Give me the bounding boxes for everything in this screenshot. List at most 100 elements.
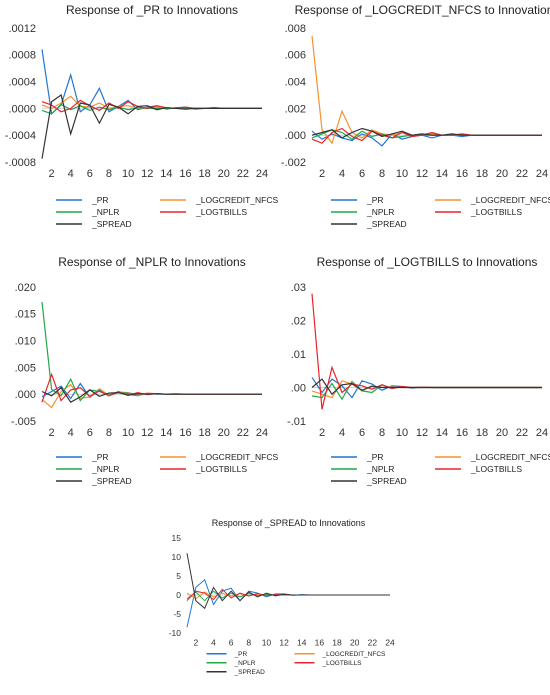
x-tick-label: 24 xyxy=(536,168,548,180)
legend-label-spread: _SPREAD xyxy=(366,219,407,229)
x-tick-label: 14 xyxy=(436,168,448,180)
y-tick-label: .000 xyxy=(285,130,306,142)
x-tick-label: 14 xyxy=(436,427,448,439)
legend-label-nplr: _NPLR xyxy=(366,207,394,217)
y-tick-label: .02 xyxy=(291,315,306,327)
legend-label-nplr: _NPLR xyxy=(91,207,119,217)
x-tick-label: 10 xyxy=(262,638,272,648)
legend-label-pr: _PR xyxy=(91,195,109,205)
legend-label-logcredit-nfcs: _LOGCREDIT_NFCS xyxy=(195,452,279,462)
x-tick-label: 10 xyxy=(122,427,134,439)
series-line-pr xyxy=(186,578,390,628)
x-tick-label: 20 xyxy=(218,168,230,180)
x-tick-label: 8 xyxy=(379,427,385,439)
legend-label-logtbills: _LOGTBILLS xyxy=(322,660,363,667)
y-tick-label: .005 xyxy=(15,362,36,374)
legend-label-nplr: _NPLR xyxy=(366,464,394,474)
x-tick-label: 20 xyxy=(350,638,360,648)
x-tick-label: 18 xyxy=(198,168,210,180)
x-tick-label: 14 xyxy=(160,168,172,180)
x-tick-label: 16 xyxy=(456,168,468,180)
x-tick-label: 8 xyxy=(106,168,112,180)
x-tick-label: 8 xyxy=(106,427,112,439)
x-tick-label: 18 xyxy=(198,427,210,439)
legend-label-nplr: _NPLR xyxy=(234,660,256,667)
chart-title: Response of _NPLR to Innovations xyxy=(58,255,245,269)
x-tick-label: 8 xyxy=(246,638,251,648)
x-tick-label: 12 xyxy=(141,427,153,439)
x-tick-label: 24 xyxy=(385,638,395,648)
chart-title: Response of _PR to Innovations xyxy=(66,3,238,17)
legend-label-pr: _PR xyxy=(366,195,384,205)
x-tick-label: 6 xyxy=(87,427,93,439)
y-tick-label: .01 xyxy=(291,349,306,361)
y-tick-label: 15 xyxy=(172,533,182,543)
chart-panel-2: Response of _LOGCREDIT_NFCS to Innovatio… xyxy=(281,3,550,229)
chart-panel-5: Response of _SPREAD to Innovations 15 10 5 0… xyxy=(169,518,395,676)
y-tick-label: .015 xyxy=(15,309,36,321)
y-tick-label: .0008 xyxy=(8,50,36,62)
chart-title: Response of _LOGCREDIT_NFCS to Innovatio… xyxy=(295,3,550,17)
x-tick-label: 4 xyxy=(68,427,74,439)
legend-label-logcredit-nfcs: _LOGCREDIT_NFCS xyxy=(470,452,550,462)
legend-label-logtbills: _LOGTBILLS xyxy=(470,464,522,474)
y-tick-label: .008 xyxy=(285,23,306,35)
chart-panel-3: Response of _NPLR to Innovations .020 .015… xyxy=(11,255,279,486)
y-tick-label: -.005 xyxy=(11,416,36,428)
y-tick-label: -.0008 xyxy=(5,157,36,169)
legend-label-nplr: _NPLR xyxy=(91,464,119,474)
x-tick-label: 20 xyxy=(496,168,508,180)
x-tick-label: 18 xyxy=(332,638,342,648)
x-tick-label: 12 xyxy=(416,168,428,180)
chart-panel-1: Response of _PR to Innovations .0012 .0008… xyxy=(5,3,279,229)
x-tick-label: 4 xyxy=(68,168,74,180)
y-tick-label: -.01 xyxy=(287,416,306,428)
series-line-spread xyxy=(311,378,542,396)
x-tick-label: 8 xyxy=(379,168,385,180)
legend-label-logcredit-nfcs: _LOGCREDIT_NFCS xyxy=(195,195,279,205)
y-tick-label: .03 xyxy=(291,282,306,294)
x-tick-label: 18 xyxy=(476,427,488,439)
x-tick-label: 6 xyxy=(359,427,365,439)
legend-label-spread: _SPREAD xyxy=(366,476,407,486)
series-line-logcredit-nfcs xyxy=(311,35,542,145)
x-tick-label: 20 xyxy=(218,427,230,439)
x-tick-label: 24 xyxy=(256,427,268,439)
series-line-nplr xyxy=(41,301,262,402)
x-tick-label: 16 xyxy=(179,427,191,439)
x-tick-label: 22 xyxy=(237,168,249,180)
legend-label-pr: _PR xyxy=(234,651,248,658)
chart-title: Response of _LOGTBILLS to Innovations xyxy=(317,255,538,269)
x-tick-label: 22 xyxy=(237,427,249,439)
y-tick-label: -.002 xyxy=(281,157,306,169)
x-tick-label: 2 xyxy=(193,638,198,648)
x-tick-label: 16 xyxy=(315,638,325,648)
legend-label-logtbills: _LOGTBILLS xyxy=(195,464,247,474)
x-tick-label: 12 xyxy=(279,638,289,648)
y-tick-label: -5 xyxy=(173,609,181,619)
y-tick-label: .010 xyxy=(15,335,36,347)
x-tick-label: 14 xyxy=(297,638,307,648)
series-line-spread xyxy=(41,386,262,403)
x-tick-label: 14 xyxy=(160,427,172,439)
legend-label-logtbills: _LOGTBILLS xyxy=(470,207,522,217)
x-tick-label: 4 xyxy=(211,638,216,648)
x-tick-label: 10 xyxy=(396,427,408,439)
y-tick-label: .020 xyxy=(15,282,36,294)
series-line-spread xyxy=(186,553,390,610)
x-tick-label: 4 xyxy=(339,427,345,439)
x-tick-label: 16 xyxy=(179,168,191,180)
y-tick-label: -.0004 xyxy=(5,130,36,142)
x-tick-label: 24 xyxy=(256,168,268,180)
x-tick-label: 2 xyxy=(319,168,325,180)
y-tick-label: .006 xyxy=(285,50,306,62)
chart-title: Response of _SPREAD to Innovations xyxy=(212,518,366,528)
chart-panel-4: Response of _LOGTBILLS to Innovations .03… xyxy=(287,255,550,486)
x-tick-label: 22 xyxy=(516,168,528,180)
legend-label-spread: _SPREAD xyxy=(234,669,266,676)
x-tick-label: 22 xyxy=(368,638,378,648)
y-tick-label: .00 xyxy=(291,382,306,394)
x-tick-label: 20 xyxy=(496,427,508,439)
series-line-spread xyxy=(311,127,542,139)
x-tick-label: 2 xyxy=(49,427,55,439)
